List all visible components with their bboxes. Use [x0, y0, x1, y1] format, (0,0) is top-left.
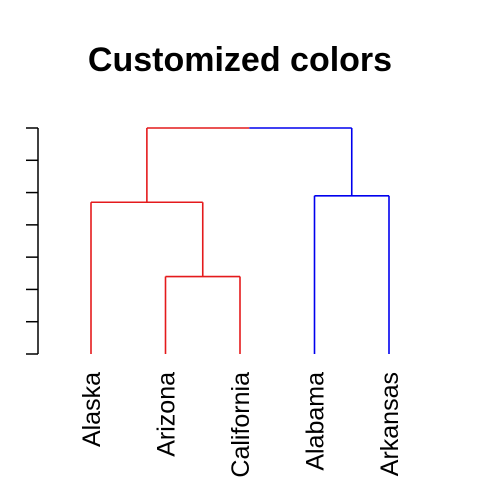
dendrogram-branches	[90, 127, 390, 354]
leaf-label-alabama: Alabama	[302, 372, 330, 471]
leaf-labels: Alaska Arizona California Alabama Arkansas	[78, 372, 404, 478]
leaf-label-arkansas: Arkansas	[376, 372, 404, 476]
leaf-label-california: California	[227, 372, 255, 478]
leaf-label-arizona: Arizona	[153, 372, 181, 457]
y-axis-ticks	[26, 127, 38, 355]
chart-title: Customized colors	[87, 41, 393, 79]
leaf-label-alaska: Alaska	[78, 372, 106, 447]
